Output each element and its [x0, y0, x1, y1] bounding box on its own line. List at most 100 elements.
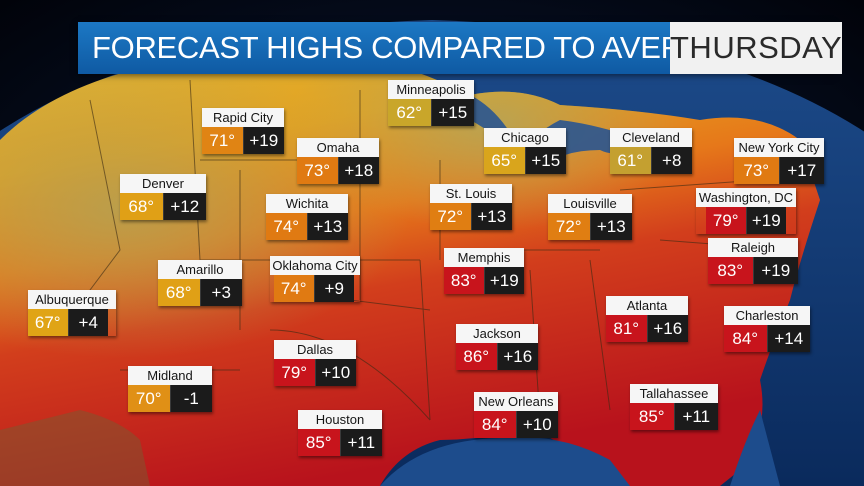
city-raleigh: Raleigh 83° +19	[708, 238, 798, 284]
city-wichita: Wichita 74° +13	[266, 194, 348, 240]
departure-from-average: +19	[242, 127, 284, 154]
city-name: Chicago	[484, 128, 566, 147]
city-name: Washington, DC	[696, 188, 796, 207]
city-name: Midland	[128, 366, 212, 385]
city-midland: Midland 70° -1	[128, 366, 212, 412]
departure-from-average: +14	[766, 325, 810, 352]
city-name: Atlanta	[606, 296, 688, 315]
city-values: 79° +19	[706, 207, 786, 234]
city-values: 73° +18	[297, 157, 379, 184]
city-albuquerque: Albuquerque 67° +4	[28, 290, 116, 336]
city-cleveland: Cleveland 61° +8	[610, 128, 692, 174]
departure-from-average: +8	[650, 147, 692, 174]
departure-from-average: +19	[752, 257, 798, 284]
departure-from-average: +4	[67, 309, 108, 336]
city-values: 81° +16	[606, 315, 688, 342]
departure-from-average: +3	[199, 279, 242, 306]
departure-from-average: +9	[313, 275, 354, 302]
high-temp: 84°	[474, 411, 516, 438]
city-name: Dallas	[274, 340, 356, 359]
city-values: 62° +15	[388, 99, 474, 126]
high-temp: 61°	[610, 147, 651, 174]
high-temp: 70°	[128, 385, 170, 412]
city-name: Denver	[120, 174, 206, 193]
city-rapid-city: Rapid City 71° +19	[202, 108, 284, 154]
departure-from-average: +16	[496, 343, 538, 370]
city-name: Cleveland	[610, 128, 692, 147]
city-tallahassee: Tallahassee 85° +11	[630, 384, 718, 430]
city-name: Jackson	[456, 324, 538, 343]
high-temp: 81°	[606, 315, 647, 342]
city-values: 72° +13	[430, 203, 512, 230]
high-temp: 73°	[734, 157, 779, 184]
departure-from-average: +19	[483, 267, 524, 294]
high-temp: 71°	[202, 127, 243, 154]
city-values: 83° +19	[708, 257, 798, 284]
departure-from-average: +16	[646, 315, 688, 342]
city-name: St. Louis	[430, 184, 512, 203]
city-name: Memphis	[444, 248, 524, 267]
departure-from-average: +13	[589, 213, 632, 240]
departure-from-average: +13	[470, 203, 512, 230]
city-name: New York City	[734, 138, 824, 157]
high-temp: 68°	[158, 279, 200, 306]
city-values: 84° +10	[474, 411, 558, 438]
high-temp: 72°	[430, 203, 471, 230]
city-values: 86° +16	[456, 343, 538, 370]
high-temp: 65°	[484, 147, 525, 174]
departure-from-average: +13	[306, 213, 348, 240]
high-temp: 84°	[724, 325, 767, 352]
city-values: 68° +12	[120, 193, 206, 220]
city-houston: Houston 85° +11	[298, 410, 382, 456]
city-values: 79° +10	[274, 359, 356, 386]
city-dallas: Dallas 79° +10	[274, 340, 356, 386]
departure-from-average: -1	[169, 385, 212, 412]
city-minneapolis: Minneapolis 62° +15	[388, 80, 474, 126]
city-memphis: Memphis 83° +19	[444, 248, 524, 294]
departure-from-average: +10	[515, 411, 558, 438]
forecast-day-label: THURSDAY	[670, 22, 843, 74]
city-name: New Orleans	[474, 392, 558, 411]
high-temp: 74°	[274, 275, 314, 302]
city-amarillo: Amarillo 68° +3	[158, 260, 242, 306]
high-temp: 79°	[274, 359, 315, 386]
city-washington-dc: Washington, DC 79° +19	[696, 188, 796, 234]
city-values: 85° +11	[630, 403, 718, 430]
city-values: 70° -1	[128, 385, 212, 412]
city-values: 61° +8	[610, 147, 692, 174]
city-name: Houston	[298, 410, 382, 429]
departure-from-average: +15	[524, 147, 566, 174]
city-name: Albuquerque	[28, 290, 116, 309]
city-atlanta: Atlanta 81° +16	[606, 296, 688, 342]
high-temp: 85°	[630, 403, 674, 430]
city-omaha: Omaha 73° +18	[297, 138, 379, 184]
city-name: Louisville	[548, 194, 632, 213]
city-jackson: Jackson 86° +16	[456, 324, 538, 370]
city-values: 84° +14	[724, 325, 810, 352]
city-chicago: Chicago 65° +15	[484, 128, 566, 174]
city-name: Wichita	[266, 194, 348, 213]
departure-from-average: +18	[337, 157, 379, 184]
high-temp: 83°	[708, 257, 753, 284]
departure-from-average: +11	[673, 403, 718, 430]
city-values: 68° +3	[158, 279, 242, 306]
departure-from-average: +10	[314, 359, 356, 386]
high-temp: 72°	[548, 213, 590, 240]
city-values: 73° +17	[734, 157, 824, 184]
city-denver: Denver 68° +12	[120, 174, 206, 220]
page-title: FORECAST HIGHS COMPARED TO AVERAGE	[78, 22, 748, 74]
city-oklahoma-city: Oklahoma City 74° +9	[270, 256, 360, 302]
city-name: Amarillo	[158, 260, 242, 279]
departure-from-average: +12	[162, 193, 206, 220]
city-name: Charleston	[724, 306, 810, 325]
high-temp: 86°	[456, 343, 497, 370]
city-name: Tallahassee	[630, 384, 718, 403]
city-values: 74° +9	[274, 275, 354, 302]
city-values: 65° +15	[484, 147, 566, 174]
city-values: 85° +11	[298, 429, 382, 456]
high-temp: 73°	[297, 157, 338, 184]
high-temp: 68°	[120, 193, 163, 220]
city-name: Oklahoma City	[270, 256, 360, 275]
high-temp: 79°	[706, 207, 746, 234]
title-bar: FORECAST HIGHS COMPARED TO AVERAGE THURS…	[78, 22, 843, 74]
